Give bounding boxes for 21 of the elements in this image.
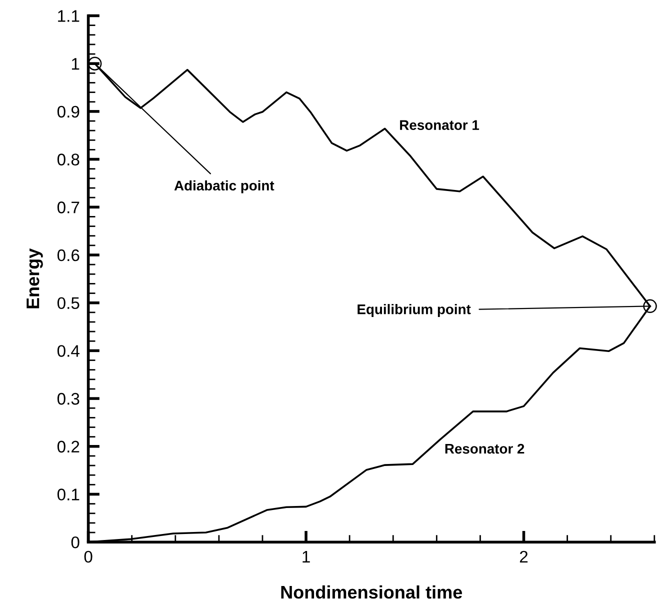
x-tick-label: 1 — [302, 551, 310, 562]
series-label: Resonator 1 — [400, 120, 480, 130]
annotation: Equilibrium point — [358, 304, 471, 317]
y-axis-title: Energy — [26, 248, 43, 308]
y-tick-label: 1 — [72, 58, 80, 70]
x-tick-label: 0 — [84, 550, 92, 563]
series-label: Resonator 2 — [445, 444, 524, 454]
y-tick-label: 0.8 — [57, 154, 80, 166]
y-tick-label: 0.5 — [57, 297, 80, 310]
y-tick-label: 0.3 — [57, 392, 80, 405]
y-tick-label: 0.6 — [57, 249, 80, 262]
y-tick-label: 0.1 — [57, 488, 80, 500]
y-tick-label: 0.7 — [57, 202, 80, 214]
x-tick-label: 2 — [520, 550, 528, 562]
y-tick-label: 1.1 — [58, 10, 80, 22]
y-tick-label: 0 — [71, 536, 80, 548]
y-tick-label: 0.4 — [57, 345, 80, 357]
x-axis-title: Nondimensional time — [281, 585, 462, 599]
y-tick-label: 0.2 — [57, 440, 80, 453]
y-tick-label: 0.9 — [57, 106, 80, 118]
annotation: Adiabatic point — [174, 180, 274, 194]
